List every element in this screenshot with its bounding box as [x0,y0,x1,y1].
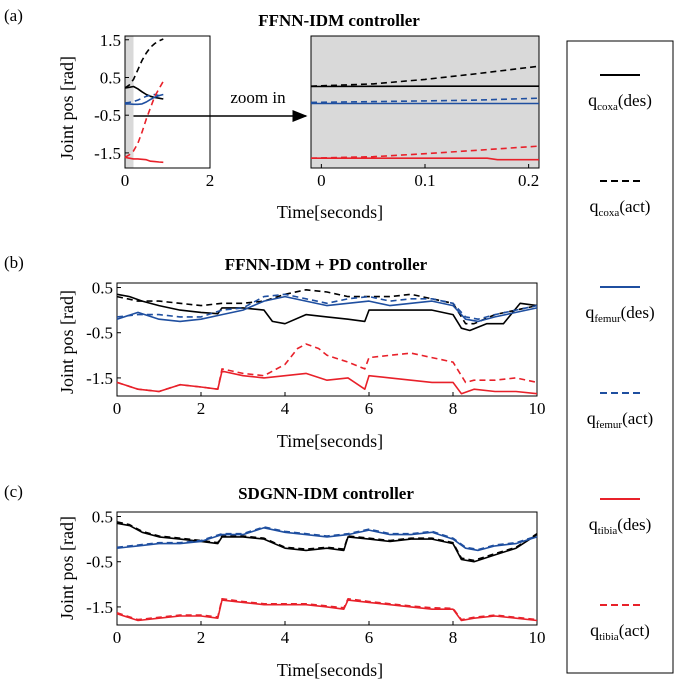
legend-label: qfemur(act) [587,408,653,431]
x-tick-label: 0 [113,628,122,647]
series-red-act-line [116,343,538,393]
legend-box [566,40,674,674]
legend-label: qcoxa(act) [590,196,651,219]
y-tick-label: -1.5 [86,598,113,617]
panel-c-title: SDGNN-IDM controller [238,484,414,503]
x-tick-label: 2 [206,171,215,190]
series-black-des-line [124,85,164,100]
panel-c-xlabel: Time[seconds] [277,660,383,680]
x-tick-label: 0.1 [414,171,435,190]
series-red-des-line [311,157,539,161]
series-black-des-line [116,293,538,332]
panel-a-tag: (a) [4,6,23,25]
y-tick-label: -1.5 [94,144,121,163]
panel-b-title: FFNN-IDM + PD controller [225,255,428,274]
plot-frame [116,511,538,626]
legend-label: qtibia(act) [590,620,650,643]
panel-b-plot: 0 2 4 6 8 10 0.5 -0.5 -1.5 [86,279,545,418]
y-tick-label: -0.5 [94,106,121,125]
x-tick-label: 6 [365,628,374,647]
x-tick-label: 0.2 [518,171,539,190]
series-blue-des-line [125,93,164,106]
series-blue-des-line [116,526,538,552]
x-tick-label: 0 [317,171,326,190]
series-blue-act-line [116,526,538,551]
series-red-act-line [116,597,538,621]
y-tick-label: 1.5 [100,31,121,50]
legend-label: qcoxa(des) [588,90,652,113]
legend: qcoxa(des) qcoxa(act) qfemur(des) qfemur(ac… [585,74,655,643]
series-red-des-line [116,599,538,622]
legend-label: qfemur(des) [585,302,654,325]
series-blue-act-line [310,97,540,104]
panel-a-zoom-plot: 0 0.1 0.2 [310,35,540,190]
plot-frame [124,35,211,169]
series-blue-act-line [124,93,164,104]
panel-a-main-plot: 0 2 1.5 0.5 -0.5 -1.5 [94,31,214,190]
shaded-region [311,36,539,168]
y-tick-label: 0.5 [92,279,113,298]
panel-a-ylabel: Joint pos [rad] [57,56,77,160]
series-red-act-line [124,80,164,159]
series-blue-des-line [116,295,538,323]
y-tick-label: 0.5 [100,68,121,87]
x-tick-label: 0 [113,399,122,418]
series-black-act-line [116,288,538,325]
panel-c-tag: (c) [4,482,23,501]
legend-label: qtibia(des) [589,514,652,537]
panel-a-title: FFNN-IDM controller [258,11,420,30]
x-tick-label: 6 [365,399,374,418]
x-tick-label: 2 [197,628,206,647]
series-black-des-line [116,522,538,563]
panel-b-tag: (b) [4,253,24,272]
series-red-des-line [124,156,164,164]
x-tick-label: 10 [529,628,546,647]
y-tick-label: -1.5 [86,369,113,388]
zoom-label: zoom in [230,88,286,107]
y-tick-label: -0.5 [86,553,113,572]
panel-a-xlabel: Time[seconds] [277,202,383,222]
x-tick-label: 2 [197,399,206,418]
panel-c-plot: 0 2 4 6 8 10 0.5 -0.5 -1.5 [86,508,545,647]
series-red-act-line [310,145,540,159]
plot-frame [116,282,538,397]
x-tick-label: 8 [449,628,458,647]
panel-b-ylabel: Joint pos [rad] [57,290,77,394]
y-tick-label: -0.5 [86,324,113,343]
panel-b-xlabel: Time[seconds] [277,431,383,451]
series-red-des-line [116,370,538,395]
series-black-act-line [310,65,540,87]
x-tick-label: 10 [529,399,546,418]
x-tick-label: 4 [281,399,290,418]
x-tick-label: 0 [121,171,130,190]
panel-c-ylabel: Joint pos [rad] [57,516,77,620]
series-black-act-line [116,521,538,562]
x-tick-label: 8 [449,399,458,418]
y-tick-label: 0.5 [92,508,113,527]
series-blue-act-line [116,293,538,321]
x-tick-label: 4 [281,628,290,647]
